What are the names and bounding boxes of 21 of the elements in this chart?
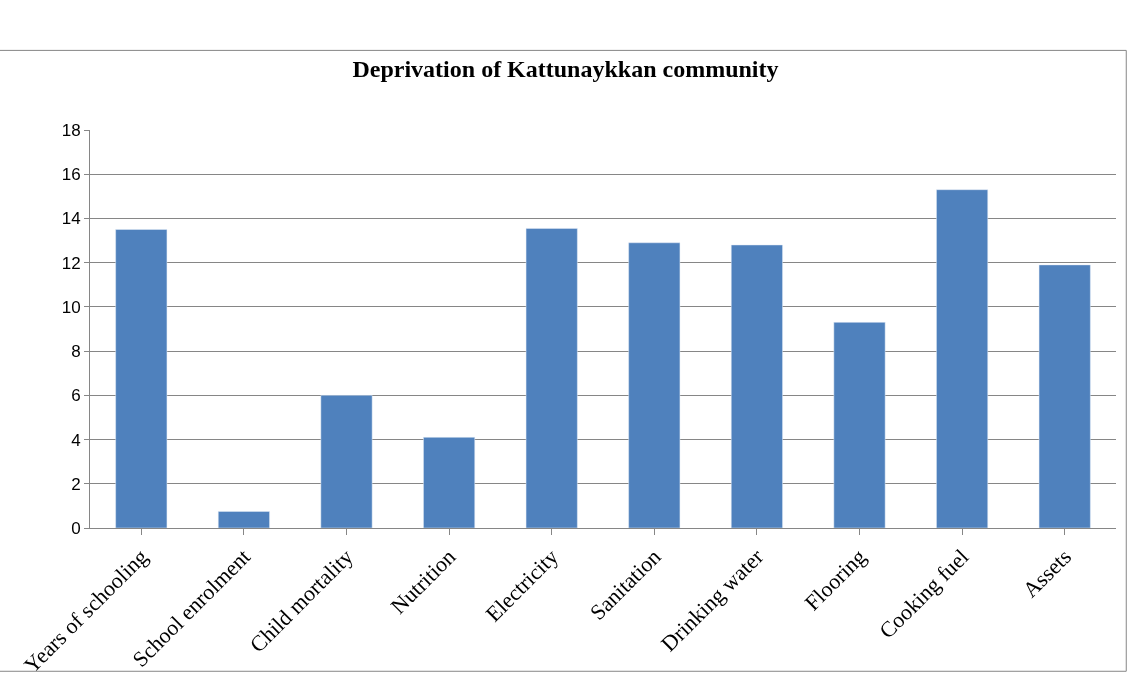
y-tick-label: 12	[61, 253, 81, 273]
y-tick-label: 14	[61, 209, 81, 229]
y-tick-label: 18	[61, 120, 81, 140]
bar	[218, 511, 270, 528]
bar	[731, 244, 783, 528]
bar	[1038, 264, 1091, 528]
bar	[628, 242, 681, 528]
y-tick-label: 16	[61, 165, 81, 185]
y-tick-label: 0	[71, 518, 81, 538]
y-tick-label: 6	[71, 386, 81, 406]
chart-title: Deprivation of Kattunaykkan community	[352, 56, 779, 83]
bar	[115, 229, 168, 528]
y-tick-label: 10	[61, 297, 81, 317]
bar	[320, 395, 373, 528]
y-tick-label: 8	[71, 342, 81, 362]
y-tick-label: 4	[71, 430, 81, 450]
bar	[423, 437, 475, 528]
bar	[936, 189, 988, 528]
bar	[525, 228, 578, 528]
y-tick-label: 2	[71, 474, 81, 494]
bar	[833, 322, 886, 528]
